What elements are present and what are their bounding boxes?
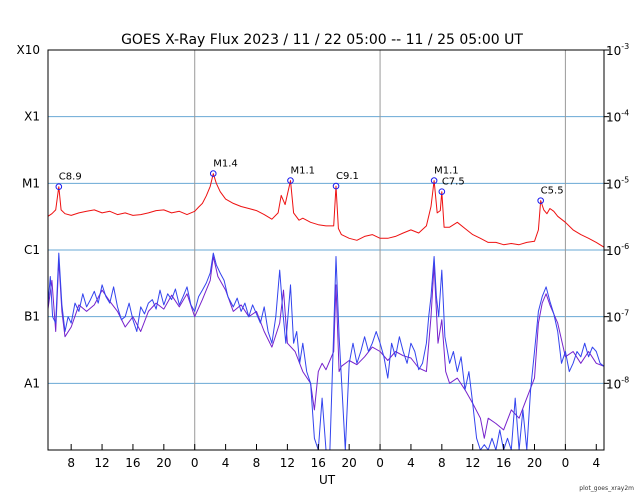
flare-label: C7.5 [442,177,465,188]
flare-label: C9.1 [336,171,359,182]
x-tick-label: 0 [191,456,199,470]
flare-marker [438,188,446,195]
flare-marker [537,197,544,204]
x-tick-label: 8 [253,456,261,470]
y-tick-label-left: X1 [24,110,40,124]
y-tick-label-right: 10-7 [606,309,629,325]
flare-marker [55,183,63,191]
x-tick-label: 4 [407,456,415,470]
flare-markers: C8.9M1.4M1.1 C9.1 M1.1C7.5C5.5 [55,159,564,204]
x-tick-label: 12 [94,456,109,470]
x-tick-label: 8 [67,456,75,470]
y-tick-label-left: X10 [17,43,41,57]
footer-text: plot_goes_xray2m [579,485,634,492]
flare-marker [287,177,294,184]
x-tick-label: 20 [342,456,357,470]
y-tick-label-right: 10-3 [606,42,629,58]
y-axis-left: X10 X1 M1 C1 B1 A1 [17,43,41,390]
flare-marker [430,177,438,184]
series-line-3 [47,252,605,451]
series-line-2 [47,256,605,439]
y-tick-label-left: B1 [24,310,40,324]
x-tick-label: 4 [592,456,600,470]
y-tick-label-right: 10-6 [606,242,629,258]
x-tick-label: 12 [280,456,295,470]
x-tick-label: 8 [438,456,446,470]
x-axis: 8 12 16 20 0 4 8 12 16 20 0 4 8 12 16 20 0 4 [67,444,600,470]
x-tick-label: 16 [311,456,326,470]
flare-marker [209,170,217,177]
y-tick-label-right: 10-5 [606,175,629,191]
x-tick-label: 0 [376,456,384,470]
flare-label: M1.1 [434,166,459,177]
y-tick-label-left: A1 [24,376,40,390]
x-tick-label: 12 [465,456,480,470]
series-line-1 [47,173,605,248]
flare-label: C5.5 [541,186,564,197]
chart-title: GOES X-Ray Flux 2023 / 11 / 22 05:00 -- … [121,32,523,48]
x-axis-title: UT [319,473,336,487]
flare-marker [332,182,340,190]
y-tick-label-left: M1 [22,176,40,190]
x-tick-label: 16 [125,456,140,470]
x-tick-label: 20 [156,456,171,470]
y-tick-label-left: C1 [24,243,40,257]
x-tick-label: 0 [562,456,570,470]
x-tick-label: 20 [527,456,542,470]
x-tick-label: 4 [222,456,230,470]
flare-label: M1.4 [213,159,238,170]
x-tick-label: 16 [496,456,511,470]
flare-label: C8.9 [59,172,82,183]
series-lines [47,173,605,451]
y-tick-label-right: 10-8 [606,375,629,391]
y-axis-right: 10-3 10-4 10-5 10-6 10-7 10-8 [604,42,629,391]
flare-label: M1.1 [290,166,315,177]
y-tick-label-right: 10-4 [606,109,629,125]
grid-lines [48,50,604,450]
